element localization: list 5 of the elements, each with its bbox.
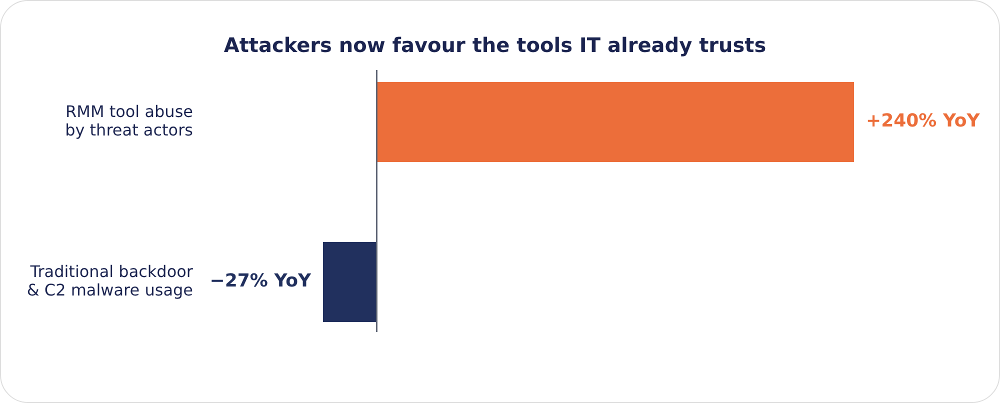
data-label: +240% YoY [866, 110, 981, 132]
data-label: −27% YoY [210, 270, 312, 292]
y-tick-label: RMM tool abuse by threat actors [65, 102, 193, 140]
chart-title: Attackers now favour the tools IT already trusts [222, 33, 768, 57]
y-tick-label: Traditional backdoor & C2 malware usage [26, 262, 194, 300]
